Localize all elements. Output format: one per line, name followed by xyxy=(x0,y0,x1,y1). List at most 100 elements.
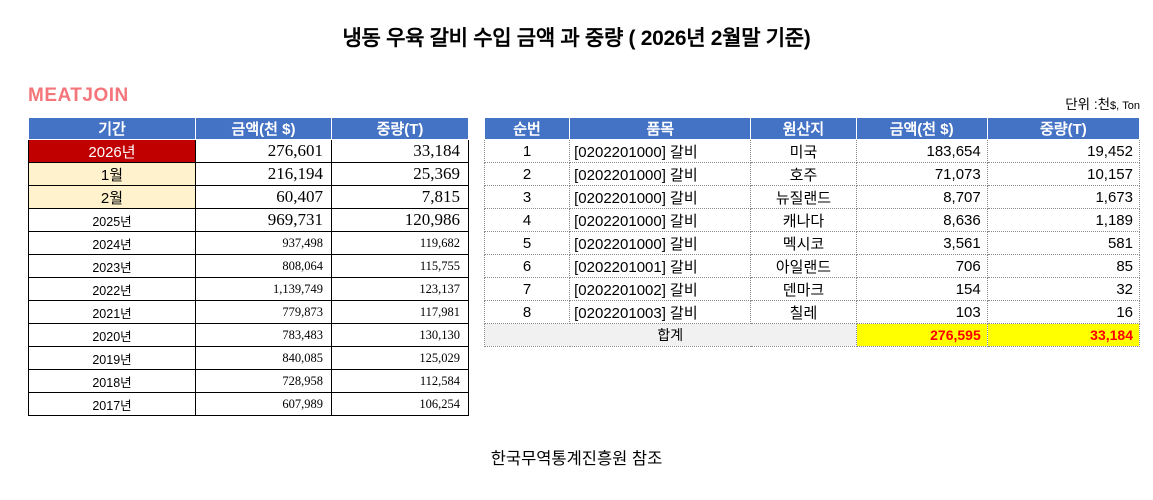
origin-cell: 아일랜드 xyxy=(750,254,857,278)
amount-cell: 60,407 xyxy=(195,185,332,209)
item-cell: [0202201000] 갈비 xyxy=(569,162,752,186)
table-row-2023: 2023년 808,064 115,755 xyxy=(28,254,469,278)
weight-cell: 125,029 xyxy=(331,346,469,370)
origin-detail-table: 순번 품목 원산지 금액(천 $) 중량(T) 1 [0202201000] 갈… xyxy=(483,117,1141,347)
period-cell: 2025년 xyxy=(28,208,196,232)
item-cell: [0202201000] 갈비 xyxy=(569,139,752,163)
period-cell: 2017년 xyxy=(28,392,196,416)
unit-label-sub: $, Ton xyxy=(1110,100,1140,112)
no-cell: 1 xyxy=(483,139,571,163)
amount-cell: 103 xyxy=(855,300,988,324)
amount-cell: 779,873 xyxy=(195,300,332,324)
no-cell: 2 xyxy=(483,162,571,186)
table-row-australia: 2 [0202201000] 갈비 호주 71,073 10,157 xyxy=(483,162,1141,186)
origin-cell: 멕시코 xyxy=(750,231,857,255)
item-cell: [0202201003] 갈비 xyxy=(569,300,752,324)
weight-cell: 115,755 xyxy=(331,254,469,278)
weight-cell: 581 xyxy=(986,231,1141,255)
origin-cell: 뉴질랜드 xyxy=(750,185,857,209)
period-cell: 2022년 xyxy=(28,277,196,301)
weight-cell: 123,137 xyxy=(331,277,469,301)
table-row-mexico: 5 [0202201000] 갈비 멕시코 3,561 581 xyxy=(483,231,1141,255)
total-label-cell: 합계 xyxy=(484,323,857,347)
weight-cell: 120,986 xyxy=(331,208,469,232)
period-summary-table: 기간 금액(천 $) 중량(T) 2026년 276,601 33,184 1월… xyxy=(28,117,469,416)
table-header-row: 기간 금액(천 $) 중량(T) xyxy=(28,117,469,140)
header-period: 기간 xyxy=(28,117,196,140)
weight-cell: 117,981 xyxy=(331,300,469,324)
origin-cell: 덴마크 xyxy=(750,277,857,301)
item-cell: [0202201001] 갈비 xyxy=(569,254,752,278)
table-row-ireland: 6 [0202201001] 갈비 아일랜드 706 85 xyxy=(483,254,1141,278)
total-amount-cell: 276,595 xyxy=(855,323,988,347)
amount-cell: 1,139,749 xyxy=(195,277,332,301)
table-row-chile: 8 [0202201003] 갈비 칠레 103 16 xyxy=(483,300,1141,324)
period-cell: 2018년 xyxy=(28,369,196,393)
item-cell: [0202201000] 갈비 xyxy=(569,208,752,232)
period-cell: 1월 xyxy=(28,162,196,186)
table-row-denmark: 7 [0202201002] 갈비 덴마크 154 32 xyxy=(483,277,1141,301)
table-row-usa: 1 [0202201000] 갈비 미국 183,654 19,452 xyxy=(483,139,1141,163)
weight-cell: 112,584 xyxy=(331,369,469,393)
item-cell: [0202201000] 갈비 xyxy=(569,185,752,209)
table-row-jan: 1월 216,194 25,369 xyxy=(28,162,469,186)
amount-cell: 8,707 xyxy=(855,185,988,209)
no-cell: 7 xyxy=(483,277,571,301)
unit-label: 단위 :천$, Ton xyxy=(1065,93,1140,113)
amount-cell: 969,731 xyxy=(195,208,332,232)
amount-cell: 937,498 xyxy=(195,231,332,255)
period-cell: 2020년 xyxy=(28,323,196,347)
unit-label-main: 단위 :천 xyxy=(1065,97,1111,112)
weight-cell: 25,369 xyxy=(331,162,469,186)
table-row-canada: 4 [0202201000] 갈비 캐나다 8,636 1,189 xyxy=(483,208,1141,232)
period-cell: 2023년 xyxy=(28,254,196,278)
header-item: 품목 xyxy=(569,117,752,140)
amount-cell: 840,085 xyxy=(195,346,332,370)
table-row-2018: 2018년 728,958 112,584 xyxy=(28,369,469,393)
table-row-2019: 2019년 840,085 125,029 xyxy=(28,346,469,370)
header-no: 순번 xyxy=(483,117,571,140)
amount-cell: 276,601 xyxy=(195,139,332,163)
header-weight: 중량(T) xyxy=(986,117,1141,140)
table-row-2020: 2020년 783,483 130,130 xyxy=(28,323,469,347)
no-cell: 4 xyxy=(483,208,571,232)
header-weight: 중량(T) xyxy=(331,117,469,140)
weight-cell: 119,682 xyxy=(331,231,469,255)
no-cell: 5 xyxy=(483,231,571,255)
meatjoin-logo: MEATJOIN xyxy=(28,85,129,106)
amount-cell: 154 xyxy=(855,277,988,301)
table-row-2024: 2024년 937,498 119,682 xyxy=(28,231,469,255)
amount-cell: 183,654 xyxy=(855,139,988,163)
amount-cell: 216,194 xyxy=(195,162,332,186)
origin-cell: 미국 xyxy=(750,139,857,163)
page-title: 냉동 우육 갈비 수입 금액 과 중량 ( 2026년 2월말 기준) xyxy=(342,27,811,50)
weight-cell: 7,815 xyxy=(331,185,469,209)
weight-cell: 32 xyxy=(986,277,1141,301)
amount-cell: 3,561 xyxy=(855,231,988,255)
amount-cell: 607,989 xyxy=(195,392,332,416)
weight-cell: 16 xyxy=(986,300,1141,324)
weight-cell: 10,157 xyxy=(986,162,1141,186)
table-row-2017: 2017년 607,989 106,254 xyxy=(28,392,469,416)
amount-cell: 783,483 xyxy=(195,323,332,347)
amount-cell: 8,636 xyxy=(855,208,988,232)
weight-cell: 130,130 xyxy=(331,323,469,347)
origin-cell: 캐나다 xyxy=(750,208,857,232)
period-cell: 2026년 xyxy=(28,139,196,163)
weight-cell: 19,452 xyxy=(986,139,1141,163)
header-amount: 금액(천 $) xyxy=(195,117,332,140)
period-cell: 2019년 xyxy=(28,346,196,370)
no-cell: 3 xyxy=(483,185,571,209)
no-cell: 8 xyxy=(483,300,571,324)
weight-cell: 1,189 xyxy=(986,208,1141,232)
table-row-2026: 2026년 276,601 33,184 xyxy=(28,139,469,163)
weight-cell: 85 xyxy=(986,254,1141,278)
amount-cell: 71,073 xyxy=(855,162,988,186)
item-cell: [0202201000] 갈비 xyxy=(569,231,752,255)
period-cell: 2024년 xyxy=(28,231,196,255)
amount-cell: 728,958 xyxy=(195,369,332,393)
amount-cell: 808,064 xyxy=(195,254,332,278)
table-row-newzealand: 3 [0202201000] 갈비 뉴질랜드 8,707 1,673 xyxy=(483,185,1141,209)
period-cell: 2월 xyxy=(28,185,196,209)
table-row-2021: 2021년 779,873 117,981 xyxy=(28,300,469,324)
